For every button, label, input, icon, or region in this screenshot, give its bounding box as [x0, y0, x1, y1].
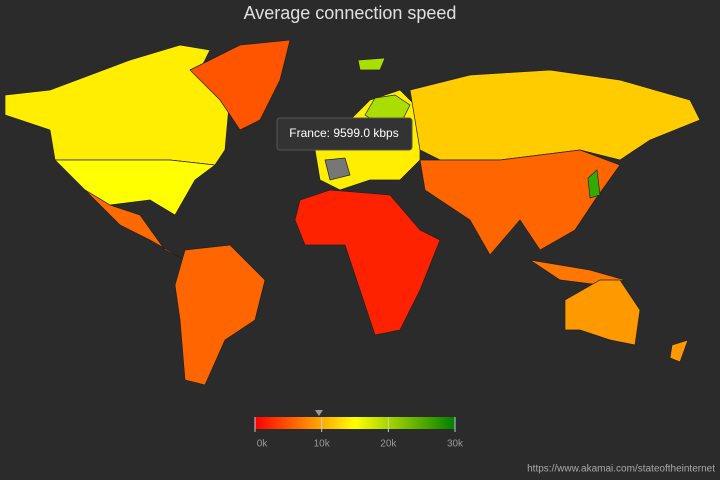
legend-marker: [314, 410, 323, 416]
south-america[interactable]: [174, 244, 266, 386]
legend-tick-label: 30k: [447, 439, 464, 450]
greenland[interactable]: [189, 39, 291, 131]
africa[interactable]: [294, 189, 441, 336]
svalbard[interactable]: [357, 57, 386, 71]
australia[interactable]: [564, 279, 641, 346]
credit: https://www.akamai.com/stateoftheinterne…: [527, 464, 715, 475]
japan[interactable]: [587, 169, 601, 199]
legend-tick-label: 0k: [257, 439, 269, 450]
color-legend: [255, 417, 455, 429]
tooltip-box: [276, 117, 413, 151]
chart-title: Average connection speed: [244, 3, 457, 23]
legend-tick-label: 20k: [380, 439, 397, 450]
world-map: [4, 39, 701, 386]
new-zealand[interactable]: [669, 339, 689, 363]
mexico-central-america[interactable]: [84, 189, 186, 261]
tooltip: France: 9599.0 kbps: [276, 117, 413, 151]
canada-alaska[interactable]: [4, 44, 231, 166]
legend-tick-label: 10k: [314, 439, 331, 450]
tooltip-text: France: 9599.0 kbps: [289, 126, 398, 140]
asia[interactable]: [419, 149, 621, 256]
indonesia[interactable]: [529, 259, 626, 286]
france[interactable]: [324, 157, 351, 181]
